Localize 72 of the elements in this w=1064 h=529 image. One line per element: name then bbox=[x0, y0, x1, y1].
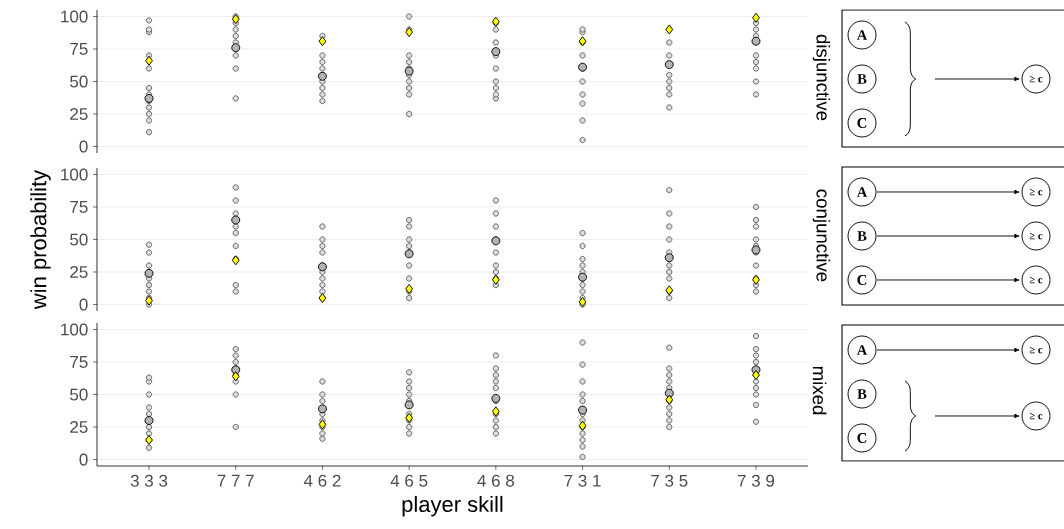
point bbox=[664, 253, 674, 263]
text: mixed bbox=[812, 366, 827, 415]
text: ≥ c bbox=[1029, 346, 1043, 354]
text: conjunctive bbox=[812, 189, 831, 282]
text: ≥ c bbox=[1029, 232, 1043, 240]
point bbox=[404, 400, 414, 410]
point bbox=[145, 295, 153, 306]
point bbox=[751, 36, 761, 46]
point bbox=[665, 394, 674, 405]
x-tick-label: 7 3 1 bbox=[564, 474, 601, 487]
y-tick-label: 0 bbox=[79, 298, 88, 311]
x-tick-label: 3 3 3 bbox=[130, 474, 168, 487]
text: B bbox=[857, 231, 867, 241]
text: ≥ c bbox=[1029, 412, 1043, 420]
text: B bbox=[857, 74, 867, 84]
point bbox=[231, 215, 241, 225]
y-axis-title: win probability bbox=[30, 169, 51, 310]
x-axis-title: player skill bbox=[402, 495, 503, 517]
text: A bbox=[856, 30, 868, 40]
text: A bbox=[856, 345, 868, 355]
y-tick-label: 0 bbox=[79, 140, 88, 153]
y-tick-label: 0 bbox=[79, 453, 88, 466]
x-tick-label: 4 6 5 bbox=[390, 474, 428, 487]
point bbox=[404, 66, 414, 76]
point bbox=[145, 55, 153, 66]
point bbox=[144, 416, 154, 425]
text: C bbox=[857, 118, 867, 128]
y-tick-label: 100 bbox=[61, 10, 88, 23]
point bbox=[231, 371, 240, 382]
y-tick-label: 75 bbox=[70, 201, 88, 213]
point bbox=[578, 296, 587, 307]
text: C bbox=[857, 433, 867, 443]
text: ≥ c bbox=[1029, 75, 1043, 83]
point bbox=[231, 255, 240, 266]
y-tick-label: 25 bbox=[70, 420, 88, 434]
y-tick-label: 100 bbox=[61, 323, 88, 336]
y-tick-label: 50 bbox=[70, 233, 88, 246]
point bbox=[405, 27, 414, 38]
point bbox=[491, 406, 500, 417]
y-tick-label: 50 bbox=[70, 388, 88, 401]
point bbox=[664, 60, 674, 70]
point bbox=[405, 412, 414, 423]
point bbox=[578, 405, 588, 415]
point bbox=[578, 420, 587, 431]
y-tick-label: 75 bbox=[70, 43, 88, 55]
text: C bbox=[857, 275, 867, 285]
point bbox=[405, 283, 414, 294]
text: ≥ c bbox=[1029, 188, 1043, 196]
point bbox=[231, 14, 240, 25]
x-tick-label: 7 7 7 bbox=[217, 474, 254, 487]
point bbox=[318, 36, 327, 47]
point bbox=[491, 16, 500, 27]
x-tick-label: 4 6 2 bbox=[303, 474, 341, 487]
point bbox=[318, 419, 327, 430]
point bbox=[491, 393, 501, 403]
point bbox=[144, 93, 154, 103]
y-tick-label: 75 bbox=[70, 356, 88, 368]
x-tick-label: 7 3 9 bbox=[737, 474, 775, 487]
y-tick-label: 25 bbox=[70, 265, 88, 279]
x-tick-label: 4 6 8 bbox=[477, 474, 515, 487]
x-tick-label: 7 3 5 bbox=[651, 474, 688, 487]
y-tick-label: 100 bbox=[61, 168, 88, 181]
point bbox=[317, 404, 327, 414]
point bbox=[752, 12, 760, 23]
text: ≥ c bbox=[1029, 276, 1043, 284]
point bbox=[751, 245, 761, 255]
text: disjunctive bbox=[812, 34, 831, 121]
text: A bbox=[856, 187, 868, 197]
y-tick-label: 50 bbox=[70, 75, 88, 88]
y-tick-label: 25 bbox=[70, 107, 88, 121]
point bbox=[491, 47, 501, 57]
text: B bbox=[857, 389, 867, 399]
